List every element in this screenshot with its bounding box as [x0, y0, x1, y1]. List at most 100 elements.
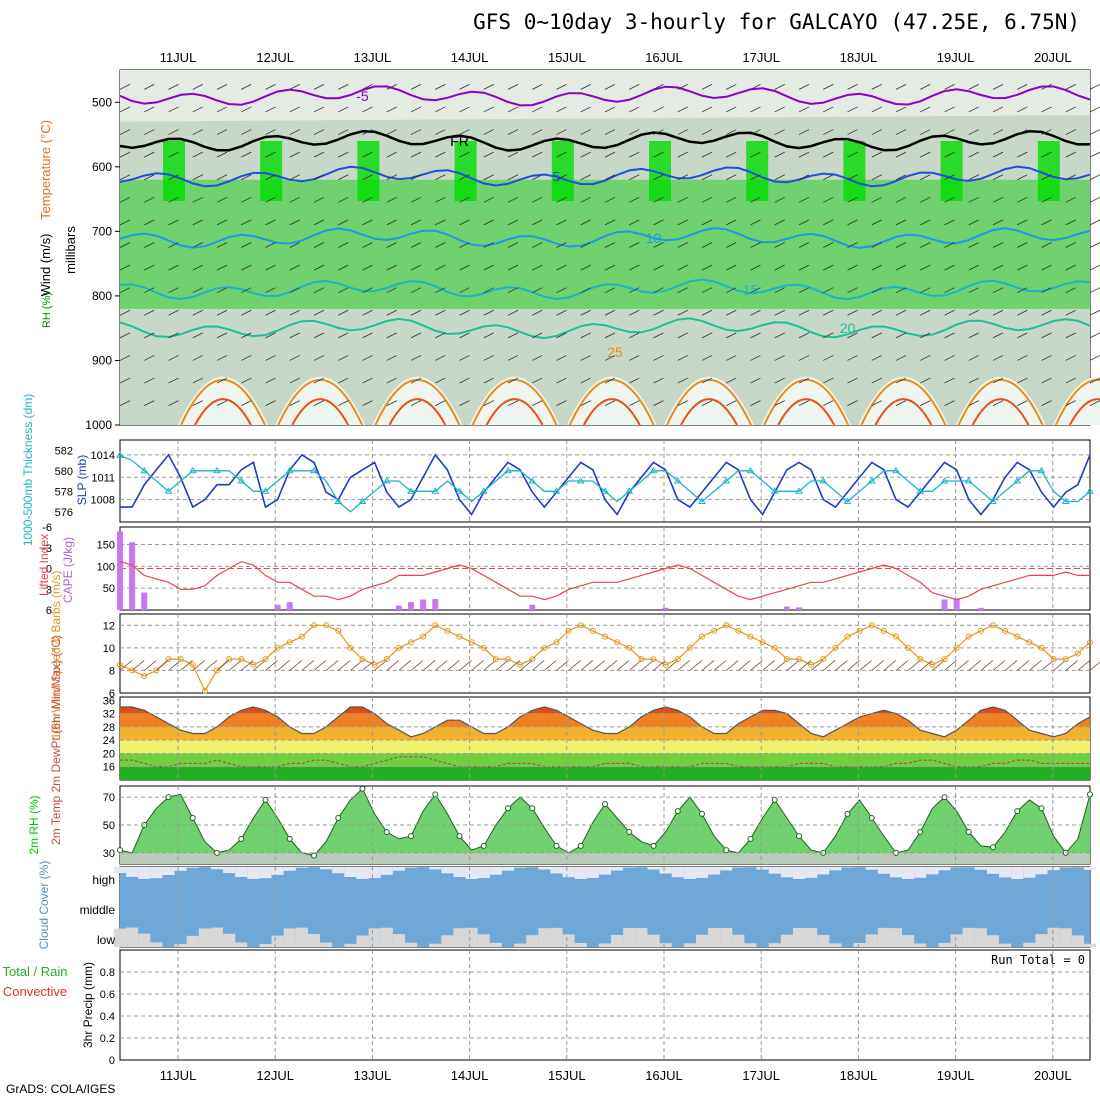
wind-barb: [920, 287, 931, 294]
cape-bar: [395, 605, 402, 610]
wind-barb-10m: [192, 660, 206, 671]
wind-barb-10m: [265, 660, 278, 671]
wind-barb-10m: [1065, 660, 1079, 671]
thickness-marker: [722, 477, 731, 484]
wind-marker: [1026, 639, 1033, 646]
wind-barb: [144, 355, 155, 361]
wind-barb: [386, 332, 397, 339]
wind-barb: [265, 332, 276, 339]
wind-barb: [895, 174, 907, 181]
wind-barb: [289, 355, 300, 361]
wind-barb-10m: [277, 660, 290, 671]
wind-barb: [726, 174, 737, 181]
wind-barb: [726, 355, 737, 361]
wind-barb: [1065, 377, 1076, 384]
wind-barb: [774, 196, 785, 203]
wind-barb: [265, 242, 276, 248]
wind-barb: [556, 377, 567, 384]
wind-barb: [338, 287, 349, 294]
wind-barb: [362, 355, 373, 361]
wind-marker: [856, 627, 863, 634]
thickness-line: [119, 454, 1091, 513]
wind-barb-10m: [1016, 660, 1030, 671]
wind-barb: [338, 400, 349, 406]
rh2m-marker: [626, 828, 633, 835]
wind-barb: [992, 219, 1004, 226]
wind-barb: [774, 129, 785, 135]
wind-barb: [362, 332, 373, 339]
wind-barb: [798, 377, 810, 384]
wind-barb: [289, 242, 300, 248]
wind-barb: [629, 377, 640, 384]
date-label-bottom: 14JUL: [451, 1068, 489, 1083]
wind-barb: [968, 309, 979, 316]
cloud-low-gap: [113, 928, 127, 947]
cloud-high-gap: [113, 867, 127, 873]
wind-barb: [289, 332, 300, 339]
cloud-low-gap: [1023, 942, 1036, 947]
cape-bar: [117, 531, 123, 610]
wind-barb: [459, 242, 470, 248]
wind-barb: [556, 355, 567, 361]
wind-barb: [992, 242, 1004, 248]
wind-barb-10m: [968, 660, 982, 671]
wind-barb: [750, 84, 761, 90]
wind-barb: [677, 242, 688, 248]
cloud-layer-high: high: [92, 873, 115, 887]
cloud-high-gap: [247, 867, 260, 879]
wind-barb: [701, 129, 713, 135]
wind-barb: [532, 174, 543, 181]
cloud-high-gap: [720, 867, 733, 871]
wind-barb: [1065, 264, 1076, 271]
cloud-low-gap: [392, 934, 405, 947]
label-slp: SLP (mb): [75, 455, 89, 505]
date-label-top: 20JUL: [1034, 50, 1072, 65]
date-label-top: 12JUL: [256, 50, 294, 65]
wind-barb: [1065, 287, 1076, 294]
ytick-pressure: 500: [92, 95, 112, 109]
wind-barb: [604, 332, 616, 339]
wind-barb: [386, 151, 397, 158]
rh-moist-patch: [746, 141, 769, 201]
wind-barb: [168, 287, 179, 294]
cloud-high-gap: [768, 867, 781, 874]
wind-barb: [289, 84, 300, 90]
wind-marker: [492, 656, 499, 663]
temp-line: [120, 706, 1091, 738]
wind-barb: [289, 400, 300, 406]
wind-barb: [168, 129, 179, 135]
wind-barb: [1089, 106, 1100, 113]
wind-barb: [265, 106, 276, 113]
wind-barb: [362, 196, 373, 203]
rh2m-marker: [1014, 808, 1021, 815]
wind10m-panel: 6 8 10 12 10m Wind Speed & Barbs (m/s): [49, 571, 1100, 739]
wind-barb-10m: [956, 660, 969, 671]
wind-barb: [871, 151, 882, 158]
wind-barb: [726, 151, 737, 158]
wind-barb-10m: [301, 660, 315, 671]
wind-barb: [435, 332, 446, 339]
wind-barb: [265, 151, 276, 158]
wind-barb: [580, 196, 591, 203]
cloud-fill: [120, 867, 1090, 947]
cloud-high-gap: [902, 867, 915, 879]
cloud-high-gap: [926, 867, 939, 875]
wind-barb: [168, 106, 179, 113]
wind-barb: [629, 106, 640, 113]
wind-barb: [1017, 129, 1028, 135]
wind-barb: [410, 242, 422, 248]
wind-barb: [507, 400, 519, 406]
cloud-low-gap: [283, 928, 296, 947]
wind-barb: [338, 242, 349, 248]
rh-dry-dome: [566, 376, 657, 425]
wind-barb: [1065, 355, 1076, 361]
wind-barb: [386, 400, 397, 406]
thickness-marker: [140, 466, 149, 474]
wind-barb: [435, 264, 446, 271]
wind-barb: [168, 196, 179, 203]
wind-marker: [699, 633, 705, 640]
wind-barb: [313, 309, 325, 316]
wind-barb: [580, 287, 591, 294]
temp-tick: 24: [103, 735, 115, 747]
wind-marker: [650, 656, 657, 663]
